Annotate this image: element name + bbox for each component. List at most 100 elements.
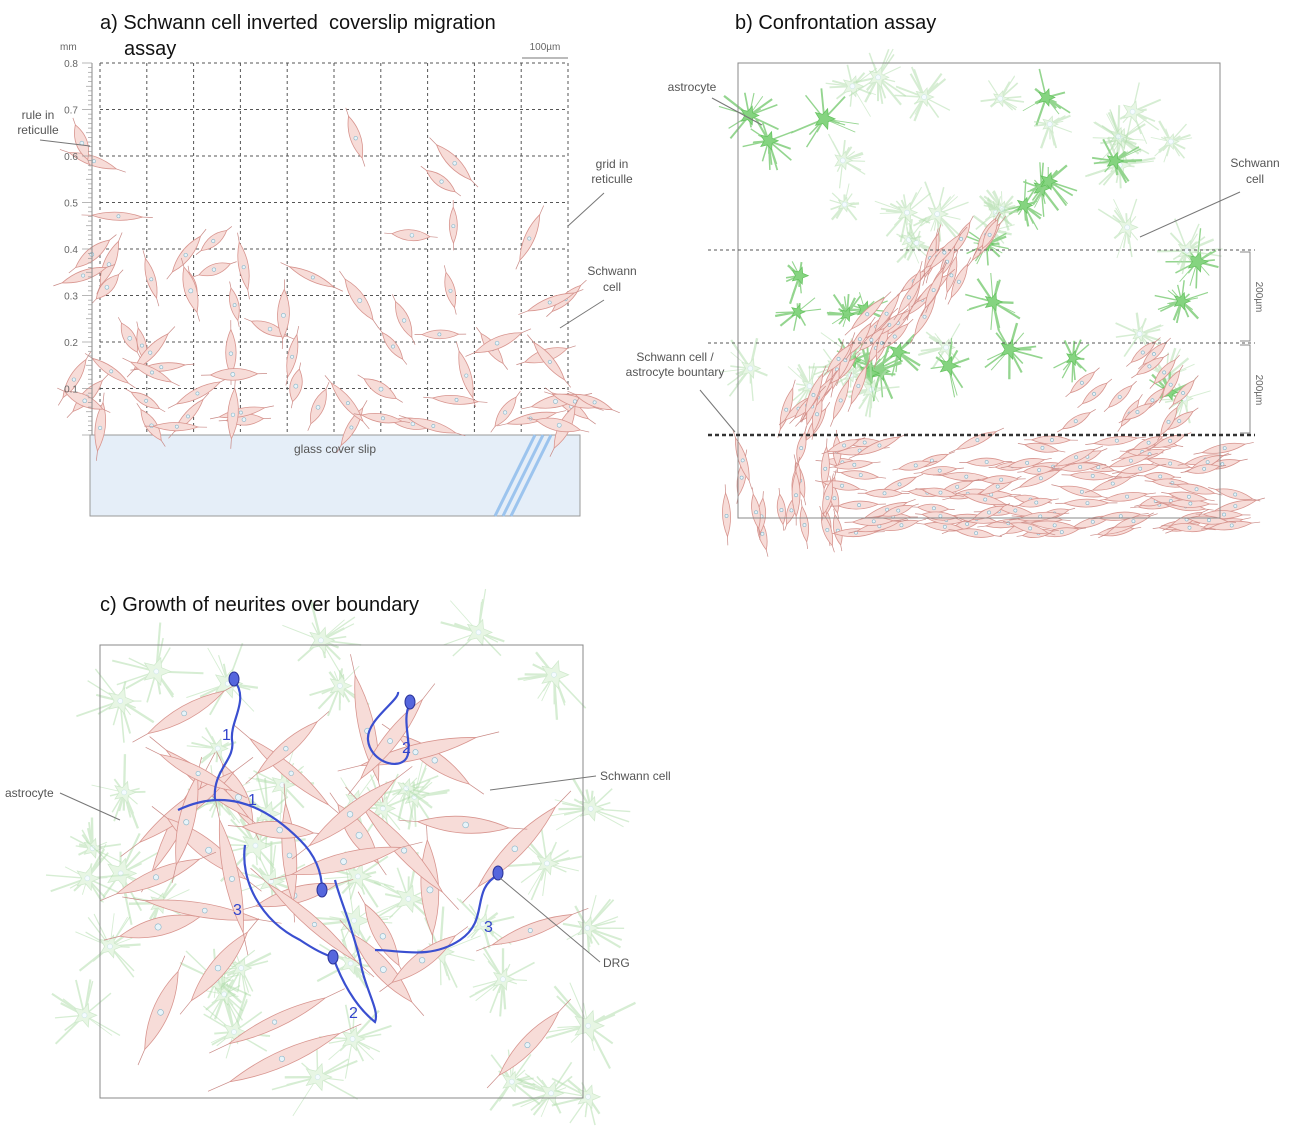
astrocyte: [786, 261, 808, 303]
nucleus: [983, 498, 987, 502]
nucleus: [242, 265, 246, 269]
nucleus: [904, 210, 909, 215]
astrocyte: [791, 88, 859, 147]
nucleus: [1053, 524, 1056, 527]
label: Schwann: [1230, 156, 1279, 170]
panel-title: assay: [124, 38, 176, 60]
nucleus: [509, 1079, 514, 1084]
astrocyte: [918, 324, 960, 369]
nucleus: [859, 473, 863, 477]
nucleus: [1222, 513, 1225, 516]
schwann-cell: [303, 380, 335, 433]
ruler-label: 0.5: [64, 199, 78, 210]
cover-slip-label: glass cover slip: [294, 442, 376, 456]
neurite-number: 1: [222, 727, 231, 744]
nucleus: [175, 425, 178, 428]
nucleus: [869, 387, 874, 392]
neurite-number: 3: [233, 902, 242, 919]
nucleus: [231, 372, 235, 376]
astrocyte: [563, 895, 624, 952]
neurite-number: 3: [484, 919, 493, 936]
schwann-cell: [121, 354, 182, 390]
nucleus: [253, 843, 258, 848]
label: astrocyte bountary: [626, 365, 725, 379]
schwann-cell: [139, 249, 163, 307]
nucleus: [863, 441, 866, 444]
label: astrocyte: [5, 786, 54, 800]
nucleus: [935, 212, 940, 217]
schwann-cells: [52, 106, 622, 461]
nucleus: [1138, 467, 1142, 471]
nucleus: [85, 876, 90, 881]
nucleus: [1130, 109, 1135, 114]
schwann-cell: [1055, 406, 1098, 436]
astrocyte: [52, 979, 120, 1043]
schwann-cell: [384, 228, 438, 243]
schwann-cell: [449, 200, 457, 250]
nucleus: [794, 494, 797, 497]
drg: [328, 950, 338, 964]
nucleus: [549, 1091, 554, 1096]
nucleus: [932, 507, 935, 510]
nucleus: [231, 413, 235, 417]
nucleus: [943, 525, 947, 529]
scale-label: 100µm: [530, 42, 561, 53]
nucleus: [842, 202, 847, 207]
nucleus: [452, 224, 455, 227]
astrocyte: [470, 947, 535, 1016]
astrocyte: [552, 1078, 600, 1125]
nucleus: [231, 1029, 236, 1034]
astrocyte: [1034, 116, 1072, 149]
nucleus: [588, 806, 593, 811]
astrocyte: [518, 652, 586, 720]
astrocyte: [775, 298, 821, 331]
nucleus: [1047, 122, 1052, 127]
nucleus: [215, 746, 220, 751]
nucleus: [315, 1075, 320, 1080]
nucleus: [1223, 446, 1227, 450]
nucleus: [914, 240, 919, 245]
schwann-cell: [123, 385, 167, 416]
nucleus: [1195, 487, 1199, 491]
schwann-cell: [947, 424, 1005, 456]
nucleus: [380, 806, 385, 811]
axis-unit: mm: [60, 42, 77, 53]
schwann-cell: [511, 204, 548, 272]
nucleus: [500, 977, 505, 982]
drg: [405, 695, 415, 709]
astrocyte: [965, 273, 1020, 330]
nucleus: [239, 411, 243, 415]
nucleus: [287, 853, 292, 858]
ruler-label: 0.2: [64, 338, 78, 349]
schwann-cell: [440, 264, 461, 315]
leader: [1140, 192, 1240, 237]
label: reticulle: [17, 123, 59, 137]
nucleus: [154, 669, 159, 674]
nucleus: [1189, 502, 1192, 505]
nucleus: [1078, 465, 1082, 469]
astrocyte: [1030, 165, 1077, 207]
label: cell: [603, 280, 621, 294]
schwann-cell: [414, 330, 466, 339]
nucleus: [1000, 478, 1003, 481]
astrocyte: [441, 589, 505, 656]
nucleus: [857, 503, 860, 506]
nucleus: [1119, 514, 1122, 517]
nucleus: [337, 683, 342, 688]
nucleus: [965, 475, 968, 478]
nucleus: [944, 345, 949, 350]
nucleus: [586, 1094, 591, 1099]
schwann-cell: [341, 106, 370, 168]
nucleus: [1188, 526, 1191, 529]
nucleus: [1034, 501, 1038, 505]
nucleus: [872, 520, 875, 523]
nucleus: [853, 463, 857, 467]
nucleus: [350, 1036, 355, 1041]
nucleus: [463, 822, 469, 828]
nucleus: [352, 918, 357, 923]
nucleus: [290, 355, 294, 359]
nucleus: [1187, 495, 1191, 499]
nucleus: [740, 476, 744, 480]
label: rule in: [22, 108, 55, 122]
nucleus: [1168, 462, 1172, 466]
